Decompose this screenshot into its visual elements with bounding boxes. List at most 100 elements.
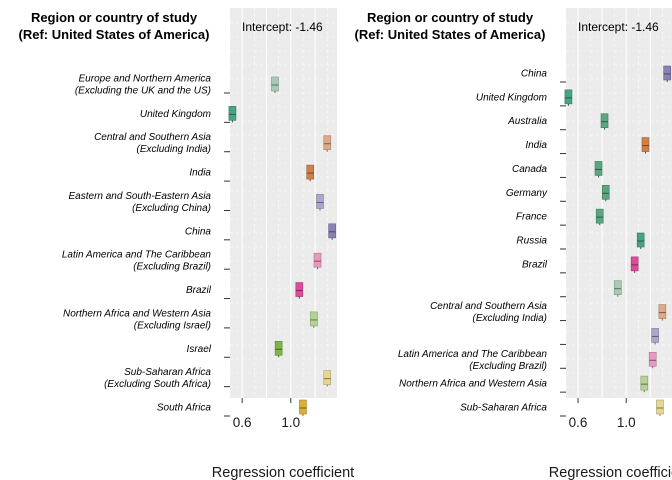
panel-title-line-2: (Ref: United States of America) xyxy=(355,27,546,42)
category-label-line: (Excluding Brazil) xyxy=(469,361,547,372)
estimate-box xyxy=(328,223,336,239)
estimate-box xyxy=(313,252,322,268)
category-label-line: (Excluding South Africa) xyxy=(104,379,211,390)
category-label: United Kingdom xyxy=(476,92,547,103)
forest-row: Israel xyxy=(187,340,283,358)
category-label-line: Australia xyxy=(507,116,547,127)
estimate-box xyxy=(316,194,324,209)
forest-row: Europe and Northern America (Excluding th… xyxy=(75,74,279,97)
category-label: United Kingdom xyxy=(140,109,211,120)
estimate-box xyxy=(295,282,304,297)
category-label-line: India xyxy=(189,168,211,179)
intercept-annotation: Intercept: -1.46 xyxy=(578,20,659,34)
category-label-line: Latin America and The Caribbean xyxy=(398,349,548,360)
forest-row: India xyxy=(189,164,315,182)
category-label: Israel xyxy=(187,344,212,355)
category-label: Canada xyxy=(512,164,547,175)
category-label-line: Eastern and South-Eastern Asia xyxy=(69,191,212,202)
category-label: Australia xyxy=(507,116,547,127)
estimate-box xyxy=(651,328,659,343)
category-label-line: Sub-Saharan Africa xyxy=(460,403,547,414)
category-label-line: Northern Africa and Western Asia xyxy=(399,379,547,390)
forest-row: Eastern and South-Eastern Asia (Excluding… xyxy=(69,191,324,214)
x-tick-label: 1.0 xyxy=(281,415,300,430)
category-label-line: India xyxy=(525,140,547,151)
category-label-line: China xyxy=(521,69,548,80)
forest-row: China xyxy=(185,223,336,241)
x-axis-title: Regression coefficient xyxy=(549,465,672,480)
category-label-line: (Excluding the UK and the US) xyxy=(75,86,211,97)
estimate-box xyxy=(274,340,283,356)
category-label-line: France xyxy=(516,212,548,223)
x-tick-label: 0.6 xyxy=(233,415,252,430)
forest-row: Canada xyxy=(512,161,603,178)
estimate-box xyxy=(641,137,650,152)
panel-title-line-2: (Ref: United States of America) xyxy=(19,27,210,42)
estimate-box xyxy=(636,232,645,248)
forest-row: Sub-Saharan Africa (Excluding South Afric… xyxy=(104,367,332,390)
estimate-box xyxy=(648,351,657,367)
intercept-annotation: Intercept: -1.46 xyxy=(242,20,323,34)
category-label: Latin America and The Caribbean (Excludin… xyxy=(62,250,212,273)
estimate-box xyxy=(663,65,671,81)
panel-title-line-1: Region or country of study xyxy=(31,10,198,25)
estimate-box xyxy=(594,161,603,176)
forest-row: South Africa xyxy=(157,399,307,417)
estimate-box xyxy=(271,76,279,92)
estimate-box xyxy=(613,280,622,296)
category-label-line: United Kingdom xyxy=(140,109,211,120)
estimate-box xyxy=(630,256,639,272)
category-label: India xyxy=(525,140,547,151)
category-label-line: (Excluding Brazil) xyxy=(133,262,211,273)
forest-row: Australia xyxy=(507,113,609,131)
category-label-line: Northern Africa and Western Asia xyxy=(63,308,211,319)
panel-title-line-1: Region or country of study xyxy=(367,10,534,25)
forest-row: United Kingdom xyxy=(476,89,573,107)
category-label-line: Central and Southern Asia xyxy=(94,132,211,143)
forest-row: Germany xyxy=(506,184,610,202)
category-label: Central and Southern Asia (Excluding Indi… xyxy=(430,301,547,324)
category-label-line: United Kingdom xyxy=(476,92,547,103)
category-label: Europe and Northern America (Excluding th… xyxy=(75,74,212,97)
estimate-box xyxy=(228,106,237,121)
forest-row: United Kingdom xyxy=(140,106,237,123)
forest-row: Central and Southern Asia (Excluding Indi… xyxy=(430,301,667,324)
category-label: Eastern and South-Eastern Asia (Excluding… xyxy=(69,191,212,214)
category-label: South Africa xyxy=(157,403,212,414)
estimate-box xyxy=(595,208,604,224)
category-label-line: Russia xyxy=(516,236,547,247)
estimate-box xyxy=(310,311,318,327)
forest-row: China xyxy=(521,65,671,83)
category-label-line: Europe and Northern America xyxy=(79,74,212,85)
forest-row: Brazil xyxy=(522,256,639,274)
forest-row: Latin America and The Caribbean (Excludin… xyxy=(62,250,322,273)
forest-row: Central and Southern Asia (Excluding Indi… xyxy=(94,132,332,155)
forest-row: Russia xyxy=(516,232,645,250)
category-label: Northern Africa and Western Asia xyxy=(399,379,547,390)
forest-row xyxy=(560,280,622,298)
category-label-line: (Excluding India) xyxy=(473,313,547,324)
category-label: Brazil xyxy=(186,285,212,296)
estimate-box xyxy=(564,89,573,105)
x-tick-label: 1.0 xyxy=(617,415,636,430)
category-label-line: China xyxy=(185,226,212,237)
category-label: Russia xyxy=(516,236,547,247)
x-gridlines xyxy=(229,8,337,398)
estimate-box xyxy=(658,304,667,319)
estimate-box xyxy=(640,375,649,391)
category-label-line: Brazil xyxy=(186,285,212,296)
category-label: France xyxy=(516,212,548,223)
category-label-line: Sub-Saharan Africa xyxy=(124,367,211,378)
forest-row: Northern Africa and Western Asia xyxy=(399,375,649,393)
forest-panel-2: Region or country of study (Ref: United S… xyxy=(355,8,672,480)
estimate-box xyxy=(323,135,332,151)
estimate-box xyxy=(299,399,307,415)
category-label-line: (Excluding China) xyxy=(132,203,211,214)
estimate-box xyxy=(601,184,610,200)
category-label-line: Brazil xyxy=(522,259,548,270)
estimate-box xyxy=(306,164,315,180)
category-label-line: Central and Southern Asia xyxy=(430,301,547,312)
category-label: China xyxy=(521,69,548,80)
forest-row: Brazil xyxy=(186,282,304,300)
